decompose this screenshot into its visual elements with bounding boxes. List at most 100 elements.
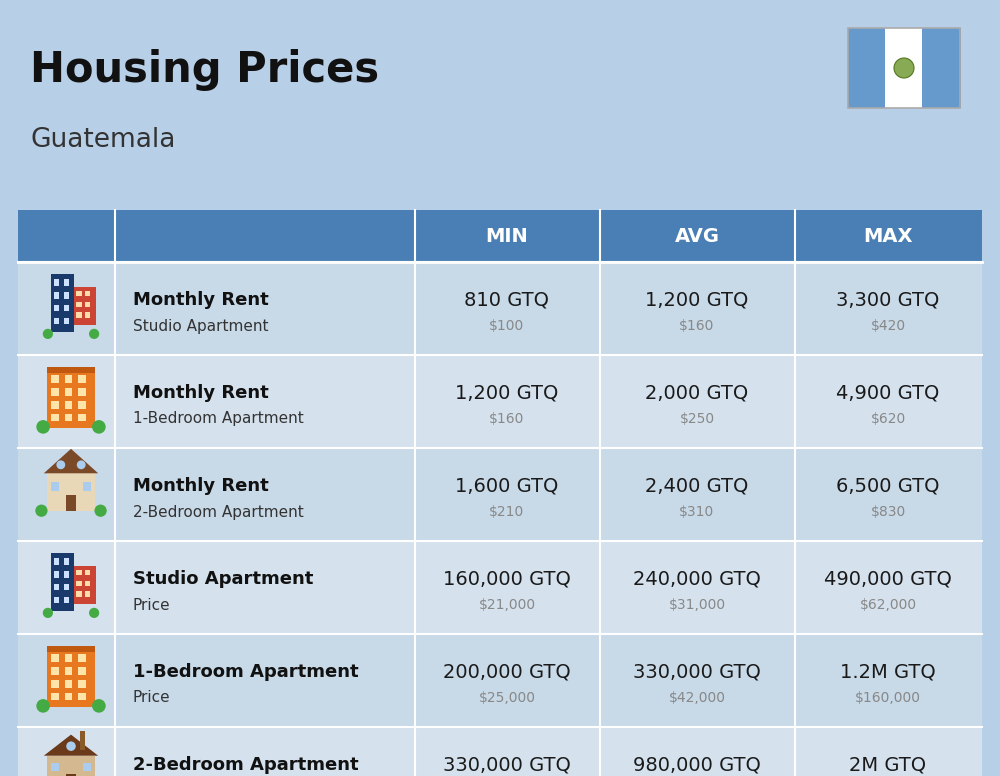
Bar — [76, 570, 82, 575]
Text: AVG: AVG — [674, 227, 720, 245]
Text: 490,000 GTQ: 490,000 GTQ — [824, 570, 952, 588]
Bar — [78, 654, 86, 662]
Bar — [85, 570, 90, 575]
Text: 6,500 GTQ: 6,500 GTQ — [836, 476, 940, 496]
Text: 330,000 GTQ: 330,000 GTQ — [633, 663, 761, 681]
Text: 330,000 GTQ: 330,000 GTQ — [443, 756, 571, 774]
Bar — [51, 553, 74, 611]
Bar — [65, 414, 72, 421]
Bar — [76, 302, 82, 307]
Text: 810 GTQ: 810 GTQ — [464, 290, 550, 310]
Bar — [51, 667, 59, 674]
Bar — [47, 646, 95, 707]
Text: 1,600 GTQ: 1,600 GTQ — [455, 476, 559, 496]
Bar — [74, 566, 96, 604]
Bar — [54, 279, 59, 286]
Bar — [54, 584, 59, 591]
Text: 2,000 GTQ: 2,000 GTQ — [645, 383, 749, 403]
Bar — [83, 763, 91, 771]
Text: Price: Price — [133, 598, 171, 612]
Circle shape — [77, 460, 86, 469]
Bar — [66, 495, 76, 511]
Bar — [78, 376, 86, 383]
Circle shape — [36, 699, 50, 712]
Bar — [74, 287, 96, 324]
Text: 2M GTQ: 2M GTQ — [849, 756, 927, 774]
Bar — [18, 210, 982, 262]
Text: 4,900 GTQ: 4,900 GTQ — [836, 383, 940, 403]
Polygon shape — [44, 449, 98, 473]
Text: 2,400 GTQ: 2,400 GTQ — [645, 476, 749, 496]
Bar — [64, 597, 69, 604]
Circle shape — [92, 420, 106, 434]
Bar — [85, 302, 90, 307]
Bar — [51, 414, 59, 421]
Circle shape — [56, 460, 65, 469]
Text: 1-Bedroom Apartment: 1-Bedroom Apartment — [133, 663, 359, 681]
Bar — [78, 388, 86, 396]
Circle shape — [43, 329, 53, 339]
Bar — [848, 28, 960, 108]
Bar — [47, 367, 95, 428]
Text: Guatemala: Guatemala — [30, 127, 175, 153]
Bar — [54, 570, 59, 577]
Bar — [83, 482, 91, 491]
Circle shape — [894, 58, 914, 78]
Bar — [65, 680, 72, 688]
Text: 1,200 GTQ: 1,200 GTQ — [645, 290, 749, 310]
Text: 1.2M GTQ: 1.2M GTQ — [840, 663, 936, 681]
Text: MIN: MIN — [486, 227, 528, 245]
Bar — [85, 580, 90, 586]
Bar — [85, 591, 90, 597]
Circle shape — [89, 608, 99, 618]
Bar — [47, 367, 95, 372]
Bar — [76, 591, 82, 597]
Circle shape — [36, 420, 50, 434]
Bar — [78, 667, 86, 674]
Bar — [78, 414, 86, 421]
Text: $25,000: $25,000 — [479, 691, 536, 705]
Text: $310: $310 — [679, 505, 715, 519]
Text: Monthly Rent: Monthly Rent — [133, 291, 269, 309]
Bar — [64, 292, 69, 299]
Bar — [848, 28, 885, 108]
Bar — [18, 727, 982, 776]
Circle shape — [94, 504, 107, 517]
Bar — [54, 317, 59, 324]
Text: $160,000: $160,000 — [855, 691, 921, 705]
Bar — [51, 274, 74, 331]
Bar — [65, 376, 72, 383]
Bar — [47, 473, 95, 511]
Bar — [64, 558, 69, 565]
Text: $42,000: $42,000 — [668, 691, 726, 705]
Bar — [18, 355, 982, 448]
Text: Studio Apartment: Studio Apartment — [133, 318, 268, 334]
Text: Monthly Rent: Monthly Rent — [133, 384, 269, 402]
Text: $210: $210 — [489, 505, 525, 519]
Bar — [76, 580, 82, 586]
Bar — [18, 448, 982, 541]
Polygon shape — [44, 735, 98, 756]
Bar — [47, 646, 95, 652]
Bar — [18, 634, 982, 727]
Text: Price: Price — [133, 691, 171, 705]
Circle shape — [89, 329, 99, 339]
Text: 3,300 GTQ: 3,300 GTQ — [836, 290, 940, 310]
Bar — [922, 28, 961, 108]
Bar — [18, 262, 982, 355]
Text: $31,000: $31,000 — [668, 598, 726, 612]
Bar — [78, 680, 86, 688]
Text: Studio Apartment: Studio Apartment — [133, 570, 313, 588]
Text: 240,000 GTQ: 240,000 GTQ — [633, 570, 761, 588]
Bar — [51, 654, 59, 662]
Text: Housing Prices: Housing Prices — [30, 49, 379, 91]
Bar — [85, 313, 90, 318]
Text: MAX: MAX — [863, 227, 913, 245]
Text: 160,000 GTQ: 160,000 GTQ — [443, 570, 571, 588]
Text: $620: $620 — [870, 412, 906, 426]
Bar — [18, 541, 982, 634]
Bar — [885, 28, 922, 108]
Text: $160: $160 — [489, 412, 525, 426]
Text: 2-Bedroom Apartment: 2-Bedroom Apartment — [133, 504, 304, 519]
Circle shape — [66, 741, 76, 751]
